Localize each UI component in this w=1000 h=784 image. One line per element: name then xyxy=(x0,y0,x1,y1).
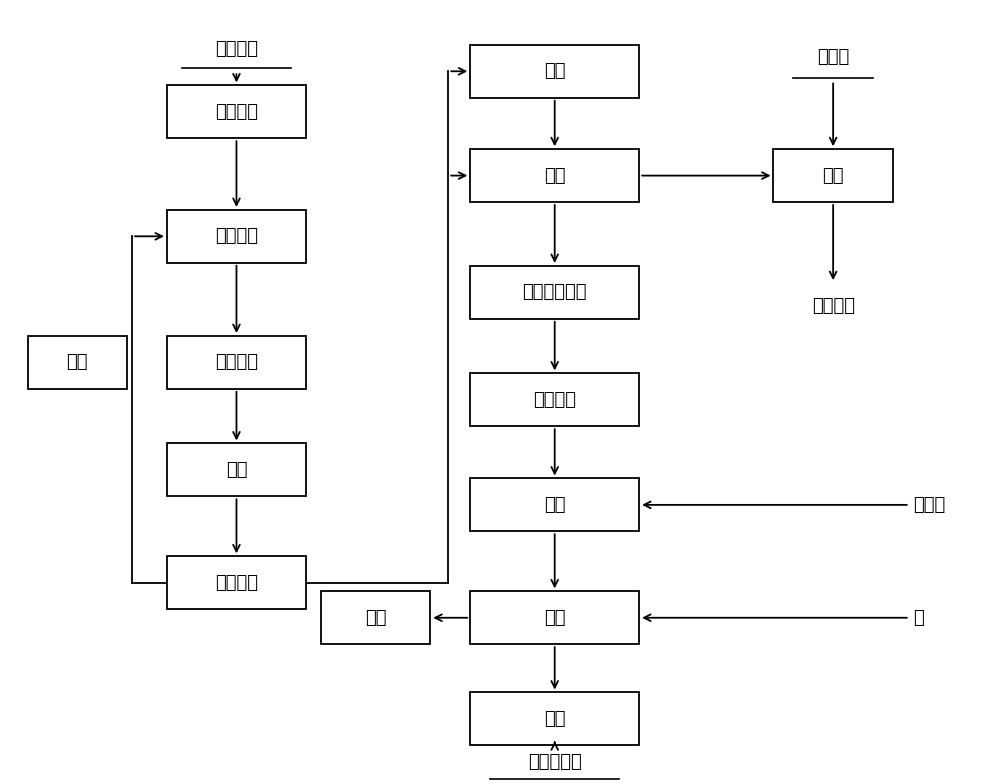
Text: 洗涤: 洗涤 xyxy=(544,166,565,184)
FancyBboxPatch shape xyxy=(28,336,127,389)
Text: 稀土氧化物: 稀土氧化物 xyxy=(528,753,582,771)
Text: 洗水: 洗水 xyxy=(365,608,386,626)
Text: 水: 水 xyxy=(913,608,923,626)
Text: 滤液: 滤液 xyxy=(67,354,88,372)
Text: 沉淀剂: 沉淀剂 xyxy=(913,495,945,514)
FancyBboxPatch shape xyxy=(470,149,639,202)
FancyBboxPatch shape xyxy=(773,149,893,202)
Text: 搅拌混料: 搅拌混料 xyxy=(215,227,258,245)
FancyBboxPatch shape xyxy=(167,444,306,496)
FancyBboxPatch shape xyxy=(167,336,306,389)
FancyBboxPatch shape xyxy=(167,557,306,609)
Text: 灼烧: 灼烧 xyxy=(544,710,565,728)
Text: 滤渣: 滤渣 xyxy=(544,62,565,80)
Text: 洗水: 洗水 xyxy=(822,166,844,184)
Text: 萃取分离: 萃取分离 xyxy=(533,390,576,408)
Text: 沉淀: 沉淀 xyxy=(544,495,565,514)
Text: 氯化钙: 氯化钙 xyxy=(817,49,849,67)
Text: 出解废渣: 出解废渣 xyxy=(215,41,258,59)
FancyBboxPatch shape xyxy=(470,478,639,532)
FancyBboxPatch shape xyxy=(167,85,306,138)
FancyBboxPatch shape xyxy=(470,591,639,644)
FancyBboxPatch shape xyxy=(321,591,430,644)
Text: 洗涤: 洗涤 xyxy=(544,608,565,626)
Text: 合格废水: 合格废水 xyxy=(812,297,855,315)
FancyBboxPatch shape xyxy=(470,266,639,319)
Text: 破碎磨粉: 破碎磨粉 xyxy=(215,103,258,121)
FancyBboxPatch shape xyxy=(470,45,639,98)
FancyBboxPatch shape xyxy=(167,210,306,263)
Text: 球磨: 球磨 xyxy=(226,461,247,479)
Text: 焙烧碱转: 焙烧碱转 xyxy=(215,354,258,372)
Text: 盐酸优溶浸出: 盐酸优溶浸出 xyxy=(522,283,587,301)
FancyBboxPatch shape xyxy=(470,373,639,426)
FancyBboxPatch shape xyxy=(470,692,639,746)
Text: 一次洗涤: 一次洗涤 xyxy=(215,574,258,592)
